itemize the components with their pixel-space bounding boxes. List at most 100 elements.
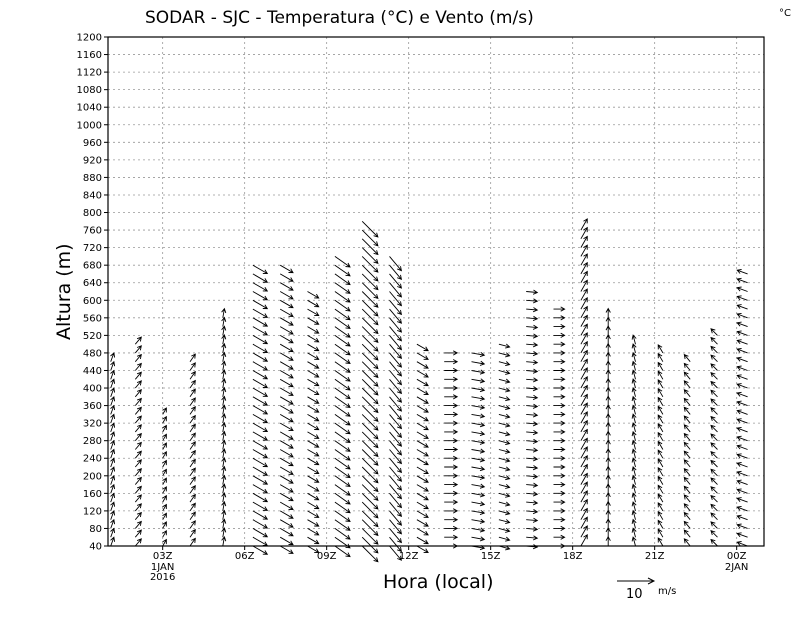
wind-vector [631,430,637,441]
wind-vector [736,312,748,319]
wind-vector [471,395,486,401]
wind-vector [307,422,320,431]
reference-unit: m/s [658,586,676,597]
wind-profile [657,344,664,547]
wind-vector [416,457,429,466]
wind-vector [389,484,403,500]
wind-vector [189,458,196,468]
wind-vector [657,502,664,512]
wind-profile [498,343,511,551]
wind-vector [471,422,486,428]
y-tick-label: 1120 [77,68,102,79]
y-tick-label: 1080 [77,85,102,96]
wind-vector [189,406,196,415]
wind-vector [631,395,637,406]
y-tick-label: 280 [83,436,102,447]
wind-vector [361,457,379,475]
wind-vector [389,414,403,430]
wind-vector [657,510,664,520]
wind-vector [605,395,611,406]
y-tick-label: 840 [83,190,102,201]
wind-vector [162,407,167,415]
wind-vector [526,307,539,313]
wind-vector [683,424,691,433]
wind-vector [389,379,403,395]
wind-vector [736,339,748,345]
wind-vector [189,502,196,512]
wind-vector [471,448,486,454]
wind-vector [252,536,269,546]
wind-vector [657,370,664,380]
wind-vector [710,451,718,459]
x-tick-label: 18Z [563,551,583,562]
wind-vector [252,387,269,397]
wind-vector [736,444,748,450]
wind-vector [361,387,379,405]
wind-vector [134,503,142,512]
wind-vector [279,370,294,379]
wind-vector [416,352,429,360]
wind-vector [553,517,566,523]
wind-vector [605,430,611,441]
wind-vector [471,483,486,489]
wind-vector [605,535,611,546]
wind-vector [221,316,227,327]
wind-vector [279,282,294,291]
wind-vector [553,376,566,382]
wind-vector [279,545,294,554]
wind-vector [307,484,320,492]
wind-vector [252,378,269,389]
wind-vector [307,291,320,299]
wind-vector [631,518,637,529]
wind-profile [553,306,566,549]
wind-vector [361,264,379,282]
wind-vector [389,422,403,439]
wind-vector [553,385,566,391]
wind-vector [189,528,196,538]
wind-vector [252,326,269,336]
wind-vector [605,474,611,485]
wind-vector [334,352,351,365]
wind-vector [252,291,269,301]
wind-vector [736,365,748,371]
wind-vector [279,387,294,396]
x-tick-sublabel: 1JAN [151,562,174,573]
wind-vector [307,396,320,404]
wind-vector [553,464,566,470]
wind-vector [389,361,403,377]
wind-profile [162,407,167,547]
wind-vector [221,307,227,318]
wind-vector [389,256,403,272]
wind-vector [631,404,637,415]
wind-vector [553,341,566,347]
wind-profile [526,289,539,550]
wind-vector [498,422,511,428]
wind-vector [631,422,637,433]
wind-vector [710,433,718,442]
wind-vector [526,359,539,365]
wind-vector [389,335,403,351]
wind-vector [526,368,539,374]
wind-vector [580,533,588,547]
wind-vector [361,229,379,247]
wind-vector [252,317,269,327]
wind-profile [710,328,718,547]
wind-vector [580,463,588,477]
wind-vector [444,385,459,391]
wind-vector [307,466,320,474]
wind-vector [189,441,196,450]
wind-vector [498,448,511,454]
wind-vector [683,406,691,415]
wind-vector [553,508,566,514]
wind-vector [134,362,142,371]
wind-vector [110,466,116,476]
wind-vector [605,316,611,327]
wind-vector [361,431,379,449]
wind-vector [657,361,664,371]
wind-vector [631,483,637,494]
wind-vector [553,394,566,400]
wind-vector [307,352,320,360]
wind-vector [526,333,539,339]
wind-vector [110,492,116,503]
y-tick-label: 1160 [77,50,102,61]
